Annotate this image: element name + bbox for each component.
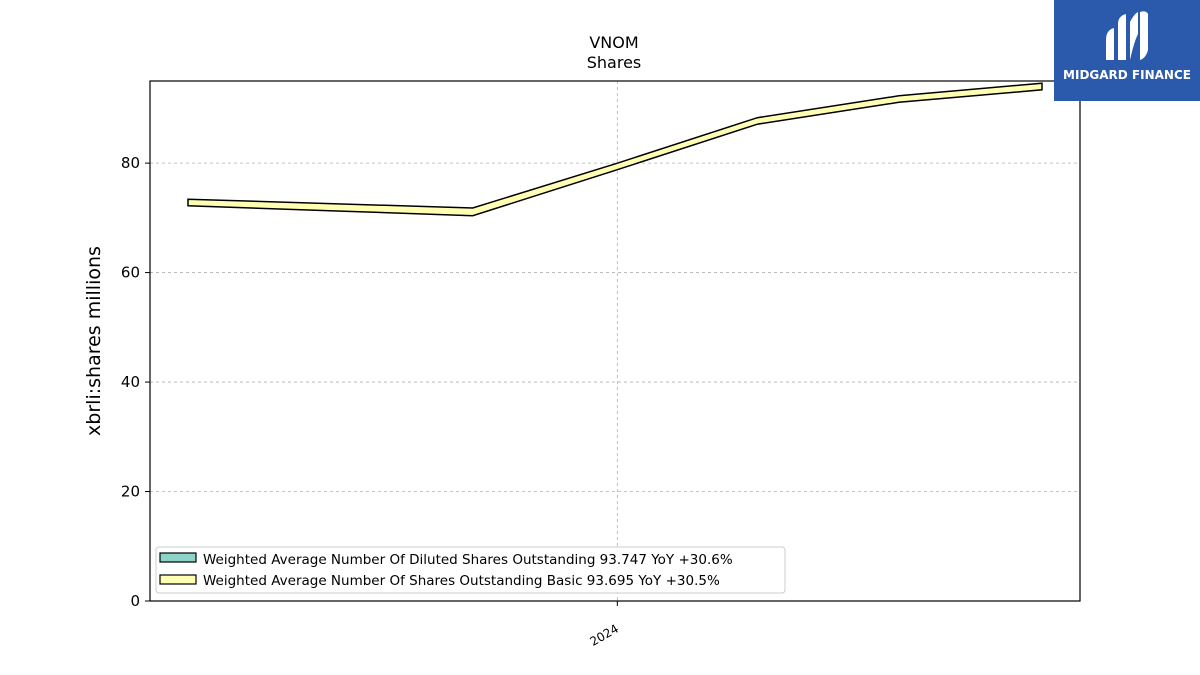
- chart-subtitle: Shares: [587, 53, 642, 72]
- y-axis-label: xbrli:shares millions: [83, 246, 105, 436]
- y-tick-label: 0: [130, 592, 140, 610]
- grid-lines: [150, 81, 1080, 601]
- y-tick-label: 40: [121, 373, 140, 391]
- series-layer: [187, 82, 1043, 217]
- midgard-logo-icon: [1106, 11, 1148, 61]
- legend-swatch-diluted: [159, 552, 197, 563]
- chart-title: VNOM: [589, 33, 638, 52]
- midgard-finance-logo: MIDGARD FINANCE: [1054, 0, 1200, 101]
- legend-label-basic: Weighted Average Number Of Shares Outsta…: [203, 573, 720, 589]
- plot-frame: [149, 80, 1081, 602]
- y-tick-label: 20: [121, 483, 140, 501]
- x-tick-label: 2024: [588, 621, 621, 648]
- legend-swatch-basic: [159, 574, 197, 585]
- legend-box: [155, 546, 786, 594]
- series-band-shares: [187, 82, 1043, 217]
- y-axis-ticks: 0 20 40 60 80: [121, 154, 150, 610]
- y-tick-label: 80: [121, 154, 140, 172]
- legend: Weighted Average Number Of Diluted Share…: [155, 546, 786, 594]
- x-axis-ticks: 2024: [588, 601, 621, 649]
- legend-label-diluted: Weighted Average Number Of Diluted Share…: [203, 552, 733, 568]
- logo-text: MIDGARD FINANCE: [1063, 68, 1191, 82]
- y-tick-label: 60: [121, 264, 140, 282]
